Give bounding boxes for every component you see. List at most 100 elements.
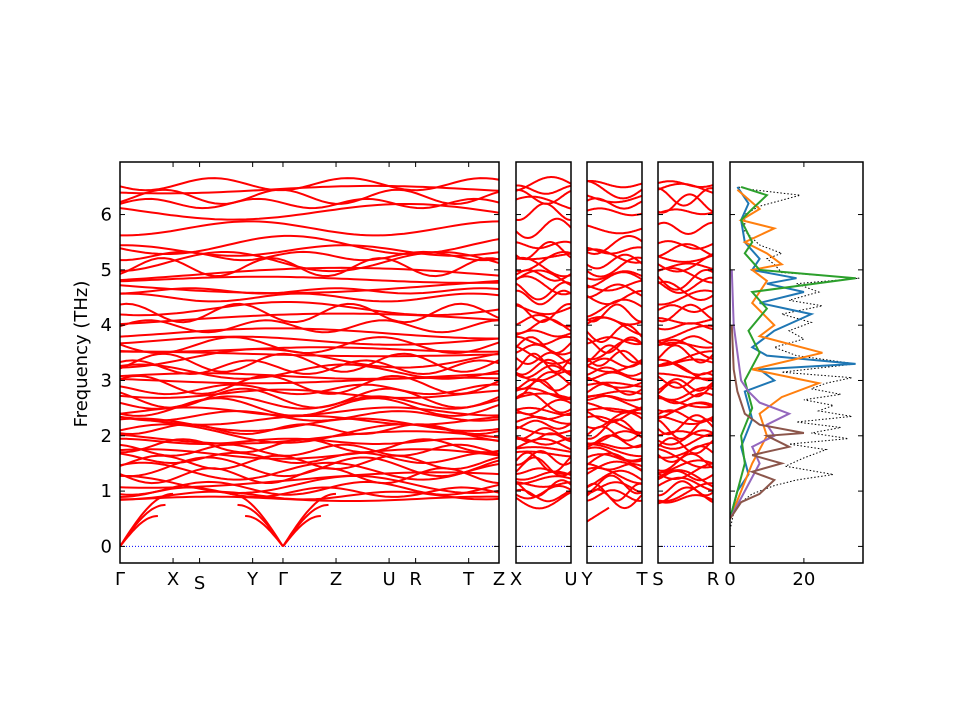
band-line: [658, 269, 713, 291]
band-line: [587, 390, 642, 398]
dos-curves: [730, 185, 860, 530]
band-line: [120, 352, 499, 373]
band-line: [587, 401, 642, 413]
band-line: [120, 244, 499, 257]
band-line: [516, 351, 571, 366]
band-line: [658, 381, 713, 398]
partial-dos-line-5: [730, 325, 805, 520]
band-line: [516, 345, 571, 365]
partial-dos-line-4: [730, 269, 792, 520]
x-tick-label: R: [409, 569, 422, 590]
band-line: [587, 270, 642, 281]
band-line: [587, 338, 642, 361]
band-line: [516, 450, 571, 458]
band-line: [587, 357, 642, 368]
band-line: [120, 417, 499, 432]
band-line: [516, 188, 571, 205]
band-line: [658, 350, 713, 367]
dos-panel: 0 20: [724, 161, 864, 590]
band-line: [516, 195, 571, 210]
band-line: [516, 251, 571, 273]
band-line: [587, 323, 642, 343]
y-tick-label: 1: [101, 481, 112, 502]
band-line: [658, 401, 713, 413]
band-line: [120, 292, 499, 303]
panel-frame: [119, 161, 500, 564]
band-line: [587, 336, 642, 354]
band-line: [658, 193, 713, 214]
band-line: [587, 180, 642, 200]
band-line: [658, 303, 713, 323]
band-line: [516, 406, 571, 416]
band-line: [587, 349, 642, 367]
band-line: [587, 303, 642, 323]
band-line: [516, 176, 571, 192]
band-line: [587, 366, 642, 377]
x-tick-label: Γ: [115, 569, 125, 590]
band-line: [120, 256, 499, 278]
band-line: [516, 314, 571, 328]
band-line: [658, 437, 713, 455]
band-line: [587, 194, 642, 204]
band-line: [587, 474, 642, 495]
band-line: [658, 335, 713, 346]
band-line: [587, 469, 642, 489]
band-line: [587, 256, 642, 278]
acoustic-branch: [229, 492, 284, 547]
band-line: [658, 344, 713, 364]
band-line: [658, 462, 713, 480]
band-line: [120, 451, 499, 465]
band-line: [120, 410, 499, 422]
band-line: [658, 469, 713, 488]
band-line: [587, 407, 642, 415]
band-line: [120, 301, 499, 317]
acoustic-branch: [282, 492, 337, 547]
partial-dos-line-3: [730, 185, 856, 520]
band-line: [120, 234, 499, 256]
band-line: [587, 489, 642, 502]
x-tick-label: T: [636, 569, 649, 590]
band-line: [587, 316, 642, 326]
x-tick-label: S: [652, 569, 663, 590]
panel-frame: [515, 161, 572, 564]
band-line: [658, 358, 713, 376]
band-line: [658, 262, 713, 272]
x-tick-label: R: [707, 569, 720, 590]
band-line: [658, 341, 713, 349]
band-line: [587, 253, 642, 270]
band-line: [658, 414, 713, 436]
band-line: [120, 414, 499, 426]
band-line: [516, 398, 571, 416]
x-tick-label: S: [194, 573, 205, 594]
band-line: [658, 480, 713, 497]
band-line: [120, 374, 499, 395]
band-line: [658, 187, 713, 207]
band-line: [516, 302, 571, 323]
band-line: [120, 220, 499, 237]
band-line: [516, 470, 571, 481]
panel-frame: [657, 161, 714, 564]
band-line: [587, 180, 642, 189]
band-line: [516, 240, 571, 250]
band-line: [120, 279, 499, 295]
x-tick-label: Z: [493, 569, 505, 590]
band-line: [516, 491, 571, 510]
band-line: [587, 207, 642, 217]
band-line: [120, 177, 499, 192]
band-line: [120, 319, 499, 334]
x-tick-label: X: [167, 569, 179, 590]
band-line: [516, 343, 571, 356]
band-lines: [658, 180, 713, 547]
band-line: [658, 221, 713, 236]
band-line: [120, 395, 499, 410]
band-line: [658, 447, 713, 469]
band-line: [120, 287, 499, 295]
acoustic-branch: [120, 492, 174, 547]
band-line: [658, 240, 713, 250]
band-line: [587, 411, 642, 430]
band-line: [120, 461, 499, 481]
band-line: [658, 476, 713, 492]
band-line: [587, 224, 642, 235]
